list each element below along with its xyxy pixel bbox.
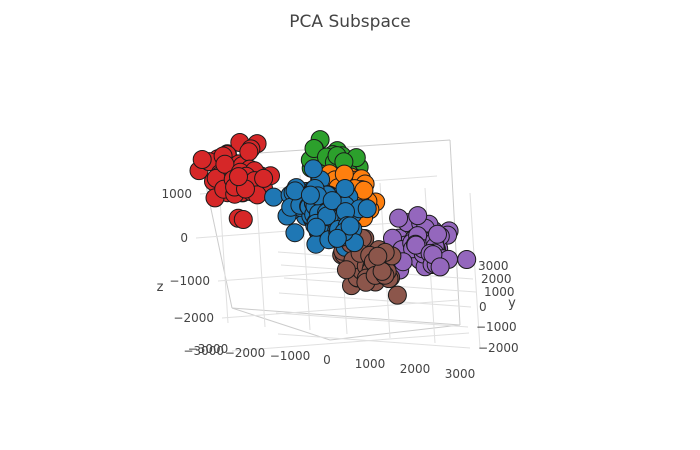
x-grid-line xyxy=(469,192,481,349)
y-tick-label: −2000 xyxy=(478,341,519,355)
y-tick-label: −1000 xyxy=(476,320,517,334)
scatter-point[interactable] xyxy=(430,257,450,277)
scatter-point[interactable] xyxy=(233,210,253,229)
x-tick-label: −2000 xyxy=(225,346,266,360)
scatter-point[interactable] xyxy=(239,142,259,162)
data-points[interactable] xyxy=(189,130,477,305)
z-grid-line xyxy=(221,299,460,319)
x-tick-label: 0 xyxy=(323,353,331,367)
z-tick-label: 1000 xyxy=(161,187,192,201)
x-tick-label: −1000 xyxy=(270,349,311,363)
scatter-point[interactable] xyxy=(389,208,409,228)
y-grid-line xyxy=(278,292,472,308)
scatter-point[interactable] xyxy=(300,185,320,205)
x-tick-label: −3000 xyxy=(188,342,229,356)
scatter-point[interactable] xyxy=(335,179,355,198)
scatter-point[interactable] xyxy=(306,217,326,237)
chart-title: PCA Subspace xyxy=(289,12,411,32)
scatter-point[interactable] xyxy=(457,250,477,269)
scatter-point[interactable] xyxy=(408,206,428,226)
x-tick-label: 3000 xyxy=(445,367,476,381)
scatter-point[interactable] xyxy=(327,228,347,248)
scatter-point[interactable] xyxy=(340,216,360,236)
scatter-point[interactable] xyxy=(428,224,447,244)
scatter-point[interactable] xyxy=(254,168,274,188)
scatter-point[interactable] xyxy=(229,167,248,187)
y-tick-label: 2000 xyxy=(481,272,512,286)
scatter-point[interactable] xyxy=(192,150,212,169)
scatter-point[interactable] xyxy=(264,187,284,207)
scatter-point[interactable] xyxy=(322,191,342,211)
x-tick-label: 2000 xyxy=(400,362,431,376)
scatter-point[interactable] xyxy=(285,223,305,243)
y-grid-line xyxy=(277,333,471,349)
x-tick-label: 1000 xyxy=(355,357,386,371)
scatter-point[interactable] xyxy=(336,260,356,280)
z-tick-label: −3000 xyxy=(183,344,224,358)
y-tick-label: 1000 xyxy=(484,285,515,299)
scatter-point[interactable] xyxy=(303,159,323,179)
z-axis-label: z xyxy=(157,280,164,295)
y-tick-label: 3000 xyxy=(478,259,509,273)
y-tick-label: 0 xyxy=(479,300,487,314)
tick-labels: −3000−2000 −1000 0 1000 2000 3000300020001000… xyxy=(157,187,519,381)
z-grid-line xyxy=(231,332,470,352)
scatter-point[interactable] xyxy=(215,154,235,174)
scatter-point[interactable] xyxy=(357,199,377,219)
y-grid-line xyxy=(275,312,469,328)
z-tick-label: 0 xyxy=(180,231,188,245)
z-tick-label: −1000 xyxy=(169,274,210,288)
scatter-point[interactable] xyxy=(387,285,407,305)
y-axis-label: y xyxy=(508,296,516,311)
scatter-point[interactable] xyxy=(406,235,426,255)
z-tick-label: −2000 xyxy=(173,311,214,325)
scatter-point[interactable] xyxy=(368,246,388,266)
